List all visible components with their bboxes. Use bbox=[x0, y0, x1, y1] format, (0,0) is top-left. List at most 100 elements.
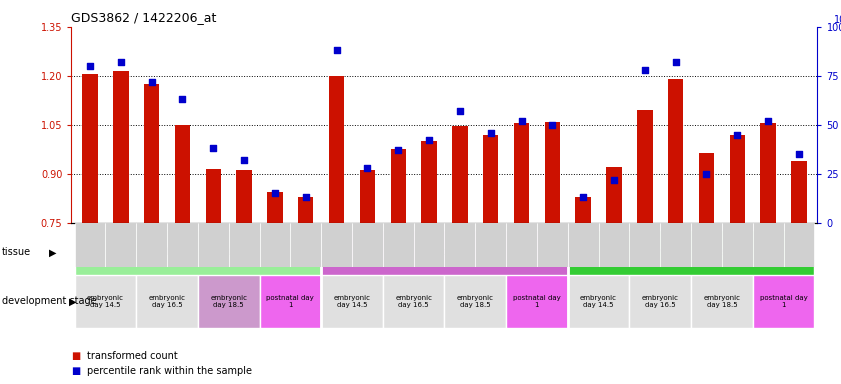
Point bbox=[607, 177, 621, 183]
Bar bbox=[352, 223, 383, 267]
Bar bbox=[760, 123, 776, 223]
Point bbox=[207, 145, 220, 151]
Text: embryonic
day 18.5: embryonic day 18.5 bbox=[703, 295, 740, 308]
Point bbox=[515, 118, 528, 124]
Text: embryonic
day 18.5: embryonic day 18.5 bbox=[457, 295, 494, 308]
Text: tissue: tissue bbox=[2, 247, 31, 258]
Bar bbox=[329, 76, 344, 223]
Bar bbox=[506, 223, 537, 267]
Point bbox=[361, 165, 374, 171]
Text: ■: ■ bbox=[71, 351, 81, 361]
Text: postnatal day
1: postnatal day 1 bbox=[267, 295, 315, 308]
Point bbox=[114, 59, 128, 65]
Bar bbox=[444, 275, 506, 328]
Point bbox=[638, 67, 652, 73]
Bar bbox=[298, 197, 314, 223]
Bar bbox=[75, 230, 321, 275]
Text: embryonic
day 14.5: embryonic day 14.5 bbox=[580, 295, 617, 308]
Bar bbox=[599, 223, 629, 267]
Bar bbox=[629, 275, 691, 328]
Point bbox=[576, 194, 590, 200]
Bar bbox=[383, 223, 414, 267]
Bar bbox=[730, 135, 745, 223]
Bar bbox=[321, 275, 383, 328]
Bar bbox=[75, 223, 105, 267]
Bar bbox=[444, 223, 475, 267]
Bar bbox=[537, 223, 568, 267]
Bar bbox=[113, 71, 129, 223]
Text: ▶: ▶ bbox=[69, 296, 77, 306]
Text: development stage: development stage bbox=[2, 296, 97, 306]
Text: percentile rank within the sample: percentile rank within the sample bbox=[87, 366, 251, 376]
Point bbox=[392, 147, 405, 153]
Bar bbox=[691, 275, 753, 328]
Bar bbox=[452, 126, 468, 223]
Bar bbox=[236, 170, 251, 223]
Bar bbox=[668, 79, 684, 223]
Bar bbox=[167, 223, 198, 267]
Bar bbox=[321, 223, 352, 267]
Bar bbox=[568, 223, 599, 267]
Bar bbox=[75, 275, 136, 328]
Point bbox=[792, 151, 806, 157]
Bar bbox=[105, 223, 136, 267]
Text: embryonic
day 16.5: embryonic day 16.5 bbox=[642, 295, 679, 308]
Text: efferent ducts: efferent ducts bbox=[159, 247, 237, 258]
Point bbox=[700, 171, 713, 177]
Bar bbox=[722, 223, 753, 267]
Text: postnatal day
1: postnatal day 1 bbox=[759, 295, 807, 308]
Text: embryonic
day 18.5: embryonic day 18.5 bbox=[210, 295, 247, 308]
Bar bbox=[421, 141, 436, 223]
Bar bbox=[229, 223, 260, 267]
Point bbox=[422, 137, 436, 144]
Text: GDS3862 / 1422206_at: GDS3862 / 1422206_at bbox=[71, 11, 217, 24]
Text: ▶: ▶ bbox=[49, 247, 56, 258]
Bar bbox=[506, 275, 568, 328]
Bar bbox=[260, 223, 290, 267]
Text: ■: ■ bbox=[71, 366, 81, 376]
Bar bbox=[260, 275, 321, 328]
Text: postnatal day
1: postnatal day 1 bbox=[513, 295, 561, 308]
Bar bbox=[321, 230, 568, 275]
Bar bbox=[144, 84, 159, 223]
Bar bbox=[267, 192, 283, 223]
Bar bbox=[545, 121, 560, 223]
Text: embryonic
day 16.5: embryonic day 16.5 bbox=[149, 295, 186, 308]
Point bbox=[731, 131, 744, 138]
Text: embryonic
day 14.5: embryonic day 14.5 bbox=[87, 295, 124, 308]
Point bbox=[330, 47, 343, 53]
Bar bbox=[136, 223, 167, 267]
Point bbox=[268, 190, 282, 197]
Bar bbox=[568, 230, 814, 275]
Text: embryonic
day 14.5: embryonic day 14.5 bbox=[334, 295, 371, 308]
Text: epididymis: epididymis bbox=[414, 247, 475, 258]
Bar bbox=[699, 152, 714, 223]
Bar bbox=[360, 170, 375, 223]
Bar bbox=[290, 223, 321, 267]
Bar bbox=[691, 223, 722, 267]
Bar bbox=[390, 149, 406, 223]
Bar bbox=[514, 123, 529, 223]
Bar bbox=[475, 223, 506, 267]
Point bbox=[176, 96, 189, 103]
Text: transformed count: transformed count bbox=[87, 351, 177, 361]
Bar bbox=[791, 161, 807, 223]
Bar bbox=[383, 275, 444, 328]
Point bbox=[484, 129, 497, 136]
Bar bbox=[175, 125, 190, 223]
Point bbox=[83, 63, 97, 69]
Bar bbox=[198, 223, 229, 267]
Bar bbox=[753, 223, 784, 267]
Text: embryonic
day 16.5: embryonic day 16.5 bbox=[395, 295, 432, 308]
Bar bbox=[483, 135, 499, 223]
Point bbox=[237, 157, 251, 163]
Point bbox=[145, 79, 158, 85]
Bar bbox=[82, 74, 98, 223]
Bar bbox=[414, 223, 444, 267]
Point bbox=[299, 194, 313, 200]
Bar bbox=[568, 275, 629, 328]
Bar bbox=[198, 275, 260, 328]
Bar bbox=[205, 169, 221, 223]
Bar bbox=[575, 197, 591, 223]
Point bbox=[453, 108, 467, 114]
